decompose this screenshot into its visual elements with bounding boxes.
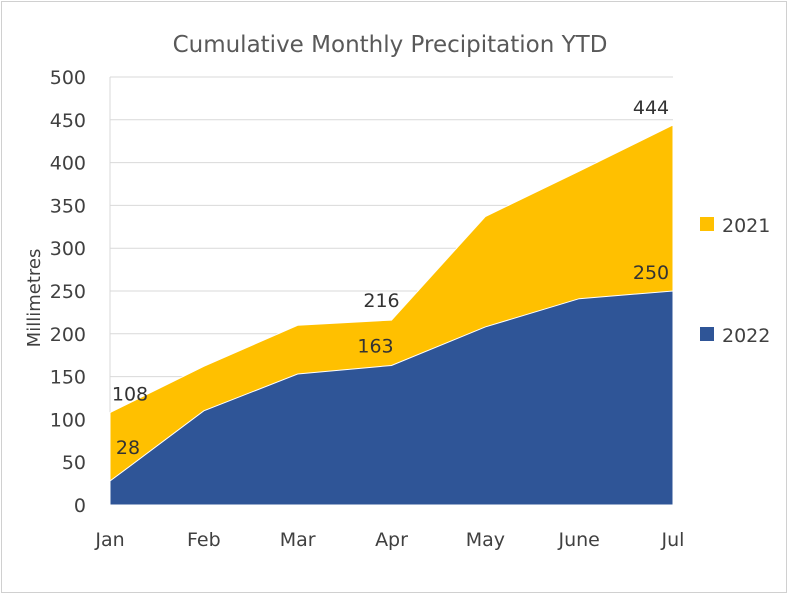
y-tick-label: 100 <box>50 409 86 431</box>
legend-swatch-2022 <box>700 327 714 341</box>
x-tick-label: June <box>557 529 599 551</box>
y-tick-label: 300 <box>50 238 86 260</box>
legend-swatch-2021 <box>700 217 714 231</box>
data-label-2021-Jan: 108 <box>112 384 148 406</box>
x-axis-ticks: Jan Feb Mar Apr May June Jul <box>94 529 684 551</box>
data-areas <box>109 124 674 506</box>
y-tick-label: 50 <box>62 452 86 474</box>
y-axis-label: Millimetres <box>24 249 45 348</box>
x-tick-label: May <box>466 529 505 551</box>
legend-label-2022: 2022 <box>722 325 770 347</box>
legend: 2021 2022 <box>700 215 770 347</box>
y-tick-label: 500 <box>50 67 86 89</box>
data-label-2022-Jan: 28 <box>116 437 140 459</box>
x-tick-label: Jul <box>661 529 685 551</box>
data-labels: 108 216 444 28 163 250 <box>112 97 669 459</box>
legend-label-2021: 2021 <box>722 215 770 237</box>
y-tick-label: 450 <box>50 110 86 132</box>
y-tick-label: 350 <box>50 195 86 217</box>
x-tick-label: Mar <box>280 529 316 551</box>
data-label-2021-Jul: 444 <box>633 97 669 119</box>
chart-title: Cumulative Monthly Precipitation YTD <box>173 32 608 58</box>
x-tick-label: Apr <box>375 529 408 551</box>
data-label-2021-Apr: 216 <box>363 290 399 312</box>
x-tick-label: Jan <box>94 529 124 551</box>
y-tick-label: 200 <box>50 324 86 346</box>
area-series-2022 <box>109 290 674 506</box>
y-axis-ticks: 0 50 100 150 200 250 300 350 400 450 500 <box>50 67 86 517</box>
data-label-2022-Apr: 163 <box>357 335 393 357</box>
y-tick-label: 400 <box>50 153 86 175</box>
y-tick-label: 0 <box>74 495 86 517</box>
y-tick-label: 150 <box>50 367 86 389</box>
y-tick-label: 250 <box>50 281 86 303</box>
x-tick-label: Feb <box>187 529 221 551</box>
data-label-2022-Jul: 250 <box>633 262 669 284</box>
